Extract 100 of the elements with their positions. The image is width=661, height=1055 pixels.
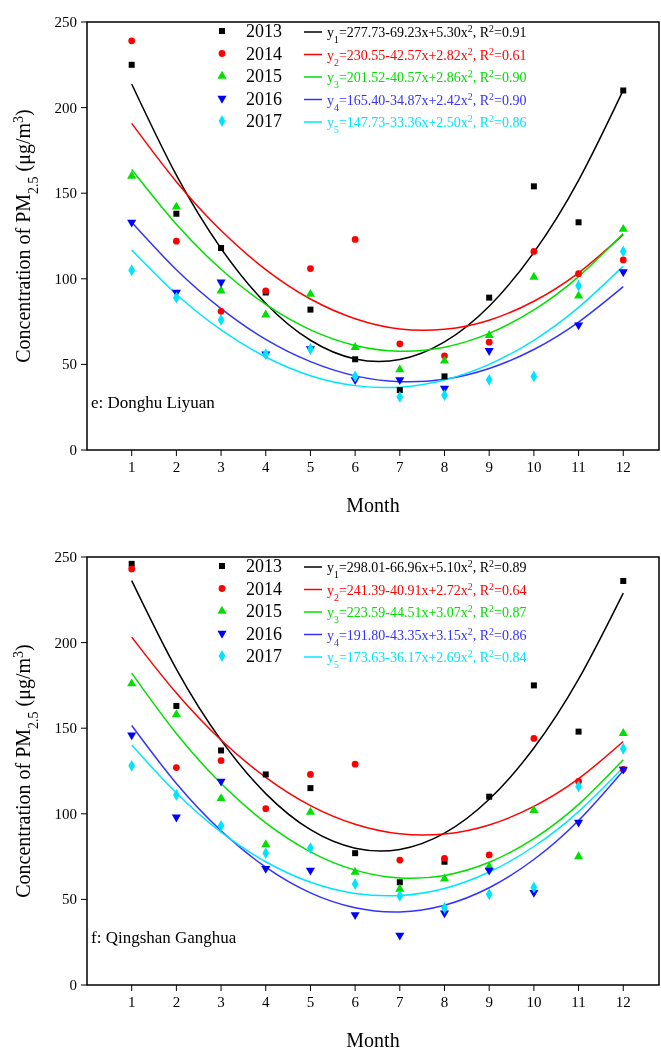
legend-label: y$_{1}$=277.73-69.23x+5.30x$^{2}$, R$^{2}$=0.91 bbox=[327, 22, 527, 45]
point bbox=[484, 330, 494, 338]
point bbox=[529, 271, 539, 280]
point bbox=[262, 771, 269, 778]
x-axis-title: Month bbox=[346, 494, 400, 516]
point bbox=[216, 279, 226, 288]
point bbox=[351, 760, 359, 768]
point bbox=[172, 237, 180, 245]
legend-label: 2014 bbox=[246, 578, 282, 599]
x-tick-label: 10 bbox=[526, 994, 542, 1010]
point bbox=[128, 37, 136, 45]
point bbox=[352, 356, 359, 363]
y-tick-label: 150 bbox=[54, 185, 77, 202]
x-tick-label: 1 bbox=[127, 994, 136, 1010]
x-axis-title: Month bbox=[346, 1029, 400, 1051]
point bbox=[574, 851, 584, 860]
point bbox=[217, 757, 225, 765]
legend-label: 2016 bbox=[246, 623, 282, 644]
point bbox=[574, 819, 584, 828]
legend-label: 2017 bbox=[246, 646, 282, 666]
point bbox=[395, 932, 405, 941]
point bbox=[395, 883, 405, 892]
point bbox=[620, 577, 627, 584]
x-tick-label: 6 bbox=[351, 459, 360, 475]
point bbox=[261, 865, 271, 874]
point bbox=[262, 805, 270, 813]
legend-label: 2014 bbox=[246, 43, 282, 64]
point bbox=[127, 219, 137, 228]
point bbox=[618, 728, 628, 736]
point bbox=[127, 170, 137, 179]
x-tick-label: 12 bbox=[615, 459, 631, 475]
point bbox=[486, 793, 493, 800]
x-tick-label: 4 bbox=[262, 459, 270, 475]
point bbox=[350, 912, 360, 921]
legend-label: 2013 bbox=[246, 556, 282, 576]
point bbox=[529, 805, 539, 814]
point bbox=[218, 244, 225, 251]
legend-label: y$_{5}$=173.63-36.17x+2.69x$^{2}$, R$^{2}$=0.84 bbox=[327, 647, 527, 670]
x-tick-label: 11 bbox=[571, 994, 586, 1010]
point bbox=[485, 338, 493, 346]
point bbox=[396, 340, 404, 348]
point bbox=[484, 867, 494, 876]
point bbox=[350, 866, 360, 875]
x-tick-label: 7 bbox=[396, 994, 405, 1010]
y-tick-label: 250 bbox=[54, 14, 77, 30]
x-tick-label: 9 bbox=[485, 994, 493, 1010]
y-tick-label: 200 bbox=[54, 99, 77, 116]
point bbox=[619, 256, 627, 264]
point bbox=[307, 306, 314, 313]
point bbox=[307, 265, 314, 272]
point bbox=[396, 856, 404, 864]
legend-label: 2013 bbox=[246, 21, 282, 41]
y-tick-label: 50 bbox=[62, 891, 77, 908]
point bbox=[217, 307, 225, 315]
point bbox=[307, 771, 314, 778]
annotation: e: Donghu Liyuan bbox=[91, 393, 216, 412]
x-tick-label: 8 bbox=[440, 994, 449, 1010]
point bbox=[127, 678, 137, 687]
legend-label: y$_{4}$=191.80-43.35x+3.15x$^{2}$, R$^{2}$=0.86 bbox=[327, 625, 527, 647]
point bbox=[352, 850, 359, 857]
x-tick-label: 2 bbox=[172, 994, 181, 1010]
point bbox=[216, 778, 226, 787]
point bbox=[171, 709, 181, 718]
y-tick-label: 250 bbox=[54, 549, 77, 565]
point bbox=[439, 355, 450, 364]
y-tick-label: 200 bbox=[54, 634, 77, 651]
point bbox=[218, 747, 225, 754]
x-tick-label: 12 bbox=[615, 994, 631, 1010]
point bbox=[261, 839, 271, 848]
x-tick-label: 6 bbox=[351, 994, 360, 1010]
point bbox=[172, 764, 180, 771]
point bbox=[305, 806, 315, 815]
legend-label: 2017 bbox=[246, 111, 282, 131]
point bbox=[620, 87, 627, 94]
x-tick-label: 1 bbox=[127, 459, 136, 475]
legend-label: 2015 bbox=[246, 66, 282, 86]
x-tick-label: 7 bbox=[396, 459, 405, 475]
point bbox=[484, 348, 494, 356]
point bbox=[305, 288, 315, 297]
x-tick-label: 5 bbox=[306, 459, 315, 475]
point bbox=[530, 248, 538, 255]
point bbox=[575, 219, 582, 226]
point bbox=[351, 236, 359, 243]
annotation: f: Qingshan Ganghua bbox=[91, 928, 237, 947]
point bbox=[574, 322, 584, 331]
point bbox=[173, 210, 180, 217]
point bbox=[395, 377, 405, 386]
point bbox=[530, 735, 538, 742]
y-tick-label: 150 bbox=[54, 720, 77, 737]
point bbox=[171, 201, 181, 210]
point bbox=[575, 728, 582, 735]
y-tick-label: 0 bbox=[69, 442, 77, 458]
x-tick-label: 10 bbox=[526, 459, 542, 475]
point bbox=[396, 879, 403, 886]
point bbox=[486, 294, 493, 301]
point bbox=[485, 851, 493, 859]
legend-label: y$_{5}$=147.73-33.36x+2.50x$^{2}$, R$^{2}$=0.86 bbox=[327, 112, 527, 135]
y-tick-label: 0 bbox=[69, 977, 77, 993]
point bbox=[441, 373, 448, 380]
legend-label: y$_{4}$=165.40-34.87x+2.42x$^{2}$, R$^{2}$=0.90 bbox=[327, 90, 527, 112]
